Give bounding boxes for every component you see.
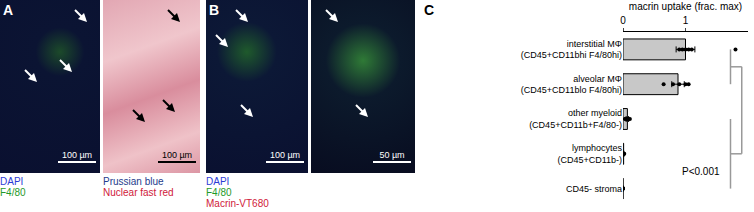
html-text:B: B <box>209 2 220 18</box>
html-text:F4/80: F4/80 <box>0 187 26 198</box>
svg-text:0: 0 <box>620 15 626 26</box>
svg-text:lymphocytes(CD45+CD11b-): lymphocytes(CD45+CD11b-) <box>557 143 622 165</box>
html-text:DAPI: DAPI <box>0 176 24 187</box>
html-text:100 µm: 100 µm <box>269 150 301 160</box>
html-text:C: C <box>424 2 435 18</box>
html-text:100 µm: 100 µm <box>61 150 93 160</box>
svg-text:1: 1 <box>683 15 689 26</box>
html-text:Macrin-VT680: Macrin-VT680 <box>206 198 269 209</box>
svg-text:interstitial MΦ(CD45+CD11bhi F: interstitial MΦ(CD45+CD11bhi F4/80hi) <box>521 39 622 61</box>
html-text:F4/80: F4/80 <box>206 187 232 198</box>
svg-text:alveolar MΦ(CD45+CD11blo F4/80: alveolar MΦ(CD45+CD11blo F4/80hi) <box>521 74 622 96</box>
svg-text:CD45- stroma: CD45- stroma <box>566 184 622 194</box>
svg-text:P<0.001: P<0.001 <box>682 166 720 177</box>
html-text:Nuclear fast red: Nuclear fast red <box>103 187 174 198</box>
svg-text:other myeloid(CD45+CD11b+F4/80: other myeloid(CD45+CD11b+F4/80-) <box>529 108 622 130</box>
html-text:100 µm: 100 µm <box>161 150 193 160</box>
html-text:Prussian blue: Prussian blue <box>103 176 164 187</box>
html-text:DAPI: DAPI <box>206 176 230 187</box>
svg-text:macrin uptake (frac. max): macrin uptake (frac. max) <box>629 1 742 12</box>
html-text:50 µm: 50 µm <box>379 150 405 160</box>
html-text:A: A <box>3 2 14 18</box>
